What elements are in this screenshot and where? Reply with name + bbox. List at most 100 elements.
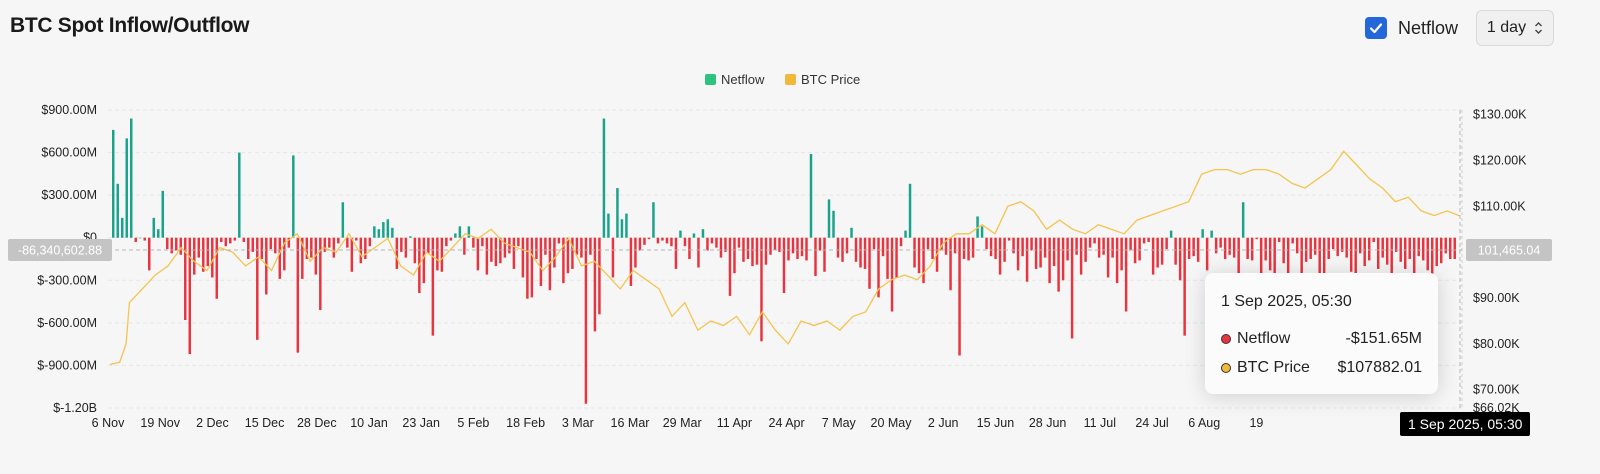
netflow-bar — [908, 183, 912, 238]
netflow-bar — [895, 237, 898, 278]
netflow-bar — [391, 227, 394, 238]
netflow-bar — [872, 237, 876, 250]
price-dot-icon — [1221, 363, 1231, 373]
netflow-bar — [841, 237, 844, 262]
netflow-bar — [544, 237, 547, 255]
netflow-bar — [1147, 237, 1150, 242]
netflow-bar — [1039, 237, 1042, 268]
netflow-bar — [409, 236, 412, 238]
netflow-bar — [1255, 237, 1258, 240]
netflow-bar — [674, 237, 678, 269]
netflow-bar — [229, 237, 232, 244]
netflow-bar — [1043, 237, 1047, 258]
x-tick-label: 11 Apr — [717, 416, 752, 430]
netflow-bar — [220, 237, 223, 242]
tooltip-netflow-value: -$151.65M — [1345, 330, 1423, 347]
netflow-bar — [395, 237, 399, 269]
netflow-bar — [130, 118, 133, 238]
netflow-bar — [1417, 237, 1420, 257]
netflow-bar — [148, 237, 151, 271]
netflow-bar — [1232, 237, 1236, 258]
netflow-bar — [436, 237, 439, 271]
interval-select[interactable]: 1 day — [1476, 10, 1554, 46]
netflow-bar — [1097, 237, 1101, 258]
netflow-bar — [1052, 237, 1056, 267]
netflow-bar — [899, 237, 903, 247]
netflow-bar — [404, 237, 408, 258]
legend-netflow-label: Netflow — [721, 72, 765, 87]
netflow-bar — [1331, 237, 1335, 250]
netflow-bar — [962, 237, 966, 259]
checkbox[interactable] — [1364, 17, 1387, 39]
netflow-bar — [836, 237, 840, 258]
netflow-bar — [157, 229, 160, 238]
netflow-bar — [1291, 237, 1294, 244]
netflow-bar — [1183, 237, 1186, 336]
netflow-bar — [697, 237, 700, 268]
right-tick-label: $70.00K — [1473, 383, 1520, 397]
netflow-bar — [557, 237, 561, 244]
netflow-bar — [400, 237, 403, 252]
netflow-bar — [1012, 237, 1015, 254]
netflow-bar — [881, 237, 885, 257]
netflow-bar — [845, 237, 849, 254]
netflow-bar — [1358, 237, 1362, 254]
x-tick-label: 28 Dec — [297, 416, 337, 430]
netflow-bar — [143, 237, 146, 241]
netflow-bar — [944, 237, 948, 255]
netflow-bar — [706, 237, 709, 251]
netflow-bar — [1034, 237, 1038, 269]
netflow-bar — [472, 237, 475, 248]
left-axis-ticks: $900.00M$600.00M$300.00M$0$-300.00M$-600… — [37, 103, 97, 415]
netflow-bar — [863, 237, 867, 269]
x-tick-label: 20 May — [871, 416, 913, 430]
netflow-bar — [809, 153, 813, 238]
netflow-bar — [598, 237, 601, 315]
netflow-bar — [355, 237, 358, 241]
netflow-bar — [269, 237, 273, 250]
netflow-bar — [166, 237, 169, 250]
netflow-bar — [580, 237, 583, 258]
netflow-bar — [1205, 237, 1209, 271]
netflow-bar — [445, 237, 448, 247]
netflow-bar — [652, 202, 655, 238]
right-tick-label: $90.00K — [1473, 291, 1520, 305]
x-tick-label: 10 Jan — [350, 416, 388, 430]
netflow-bar — [602, 118, 606, 238]
netflow-bar — [193, 237, 196, 275]
x-tick-label: 15 Jun — [977, 416, 1015, 430]
netflow-bar — [364, 237, 367, 259]
x-tick-label: 28 Jun — [1029, 416, 1067, 430]
netflow-toggle[interactable]: Netflow — [1364, 17, 1458, 39]
netflow-bar — [1372, 237, 1375, 242]
netflow-bar — [1061, 237, 1065, 281]
netflow-bar — [1228, 237, 1231, 255]
netflow-bar — [449, 237, 453, 241]
netflow-bar — [922, 237, 925, 284]
chart-legend: Netflow BTC Price — [705, 72, 860, 87]
netflow-bar — [877, 237, 880, 298]
netflow-bar — [814, 237, 817, 277]
netflow-bar — [913, 237, 916, 268]
netflow-bar — [112, 129, 115, 238]
netflow-bar — [251, 237, 255, 252]
netflow-bar — [1165, 237, 1168, 250]
netflow-bar — [737, 237, 741, 248]
tooltip-price-label: BTC Price — [1237, 359, 1310, 376]
netflow-bar — [296, 237, 300, 353]
netflow-bar — [206, 237, 210, 267]
netflow-bar — [715, 237, 718, 248]
netflow-bar — [427, 237, 430, 254]
netflow-bar — [854, 237, 858, 262]
netflow-bar — [616, 188, 619, 238]
netflow-bar — [548, 237, 552, 291]
netflow-bar — [859, 237, 862, 268]
netflow-bar — [1376, 237, 1380, 269]
netflow-bar — [625, 213, 628, 238]
netflow-bar — [368, 237, 372, 247]
netflow-bar — [575, 237, 579, 255]
netflow-bar — [359, 237, 363, 264]
chart-controls: Netflow 1 day — [1364, 10, 1554, 46]
netflow-bar — [1327, 237, 1330, 259]
